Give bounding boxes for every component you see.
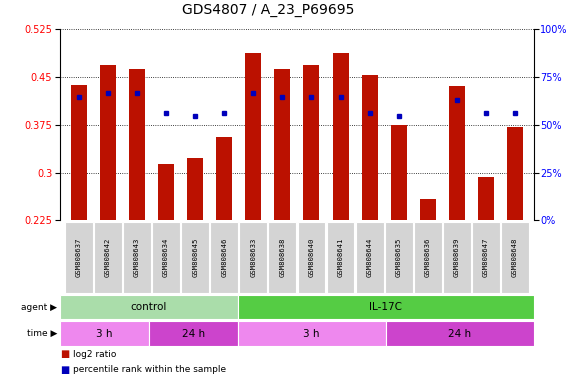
Text: IL-17C: IL-17C bbox=[369, 302, 403, 312]
Bar bbox=[268, 222, 296, 293]
Bar bbox=[472, 222, 500, 293]
Bar bbox=[100, 65, 116, 220]
Text: GSM808648: GSM808648 bbox=[512, 238, 518, 277]
Text: agent ▶: agent ▶ bbox=[21, 303, 57, 311]
Bar bbox=[123, 222, 151, 293]
Text: log2 ratio: log2 ratio bbox=[73, 350, 116, 359]
Bar bbox=[152, 222, 180, 293]
Bar bbox=[275, 69, 291, 220]
Text: GSM808647: GSM808647 bbox=[483, 238, 489, 277]
Bar bbox=[246, 53, 262, 220]
Text: GSM808644: GSM808644 bbox=[367, 238, 373, 277]
Bar bbox=[65, 222, 93, 293]
Text: GSM808643: GSM808643 bbox=[134, 238, 140, 277]
Text: 24 h: 24 h bbox=[182, 328, 205, 339]
Text: GSM808636: GSM808636 bbox=[425, 238, 431, 277]
Bar bbox=[303, 65, 319, 220]
Bar bbox=[385, 222, 413, 293]
Bar bbox=[187, 158, 203, 220]
Bar bbox=[507, 126, 523, 220]
Text: GSM808639: GSM808639 bbox=[454, 238, 460, 277]
Bar bbox=[181, 222, 209, 293]
Text: GSM808645: GSM808645 bbox=[192, 238, 198, 277]
Text: 3 h: 3 h bbox=[303, 328, 320, 339]
Bar bbox=[239, 222, 267, 293]
Bar bbox=[94, 222, 122, 293]
Text: GSM808635: GSM808635 bbox=[396, 238, 401, 277]
Bar bbox=[327, 222, 355, 293]
Text: GSM808633: GSM808633 bbox=[250, 238, 256, 277]
Bar bbox=[420, 199, 436, 220]
Text: ■: ■ bbox=[60, 364, 69, 375]
Bar bbox=[361, 75, 377, 220]
Bar bbox=[391, 124, 407, 220]
Bar bbox=[60, 321, 149, 346]
Text: GSM808637: GSM808637 bbox=[76, 238, 82, 277]
Bar bbox=[158, 164, 174, 220]
Text: control: control bbox=[131, 302, 167, 312]
Bar bbox=[478, 177, 494, 220]
Bar bbox=[129, 69, 145, 220]
Text: 3 h: 3 h bbox=[96, 328, 112, 339]
Text: ■: ■ bbox=[60, 349, 69, 359]
Text: time ▶: time ▶ bbox=[27, 329, 57, 338]
Bar bbox=[386, 321, 534, 346]
Bar bbox=[238, 321, 386, 346]
Bar bbox=[210, 222, 238, 293]
Text: 24 h: 24 h bbox=[448, 328, 472, 339]
Text: GDS4807 / A_23_P69695: GDS4807 / A_23_P69695 bbox=[182, 3, 355, 17]
Bar bbox=[449, 86, 465, 220]
Bar bbox=[60, 295, 238, 319]
Bar bbox=[71, 85, 87, 220]
Bar bbox=[216, 137, 232, 220]
Text: percentile rank within the sample: percentile rank within the sample bbox=[73, 365, 226, 374]
Text: GSM808641: GSM808641 bbox=[337, 238, 344, 277]
Bar bbox=[443, 222, 471, 293]
Bar bbox=[297, 222, 325, 293]
Bar bbox=[238, 295, 534, 319]
Bar bbox=[414, 222, 442, 293]
Text: GSM808634: GSM808634 bbox=[163, 238, 169, 277]
Text: GSM808640: GSM808640 bbox=[308, 238, 315, 277]
Text: GSM808638: GSM808638 bbox=[279, 238, 286, 277]
Bar bbox=[356, 222, 384, 293]
Bar bbox=[332, 53, 348, 220]
Bar bbox=[501, 222, 529, 293]
Bar bbox=[149, 321, 238, 346]
Text: GSM808646: GSM808646 bbox=[221, 238, 227, 277]
Text: GSM808642: GSM808642 bbox=[105, 238, 111, 277]
